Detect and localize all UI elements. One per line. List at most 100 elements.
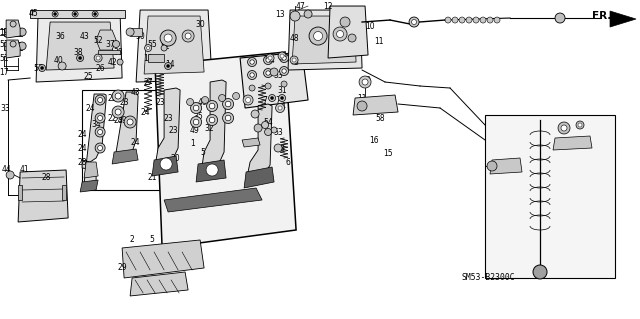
Text: 38: 38 xyxy=(74,48,83,56)
Text: 55: 55 xyxy=(147,40,157,48)
Circle shape xyxy=(280,54,284,58)
Circle shape xyxy=(362,79,368,85)
Circle shape xyxy=(494,17,500,23)
Circle shape xyxy=(124,116,136,128)
Polygon shape xyxy=(98,50,120,54)
Circle shape xyxy=(271,127,277,133)
Circle shape xyxy=(95,95,105,105)
Text: 52: 52 xyxy=(93,35,103,45)
Circle shape xyxy=(98,145,102,151)
Polygon shape xyxy=(18,185,22,200)
Text: 12: 12 xyxy=(323,2,333,11)
Circle shape xyxy=(127,119,133,125)
Text: 8: 8 xyxy=(280,144,284,152)
Circle shape xyxy=(94,54,102,62)
Circle shape xyxy=(164,63,172,70)
Text: 17: 17 xyxy=(0,68,9,77)
Circle shape xyxy=(473,17,479,23)
Circle shape xyxy=(164,34,172,42)
Circle shape xyxy=(112,106,124,118)
Circle shape xyxy=(269,94,276,101)
Polygon shape xyxy=(610,11,636,27)
Text: 11: 11 xyxy=(374,36,384,46)
Text: 24: 24 xyxy=(113,115,123,124)
Text: 3: 3 xyxy=(294,57,298,67)
Circle shape xyxy=(445,17,451,23)
Circle shape xyxy=(193,119,199,125)
Text: 20: 20 xyxy=(170,153,180,162)
Circle shape xyxy=(160,30,176,46)
Circle shape xyxy=(147,47,150,49)
Text: 4: 4 xyxy=(280,101,285,110)
Circle shape xyxy=(115,109,121,115)
Polygon shape xyxy=(240,52,308,108)
Circle shape xyxy=(72,11,78,17)
Text: 26: 26 xyxy=(95,63,105,72)
Text: 18: 18 xyxy=(143,54,153,63)
Circle shape xyxy=(268,56,272,60)
Circle shape xyxy=(117,59,123,65)
Polygon shape xyxy=(96,30,116,50)
Text: 23: 23 xyxy=(156,98,165,107)
Circle shape xyxy=(290,11,300,21)
Circle shape xyxy=(270,68,278,76)
Text: 28: 28 xyxy=(42,174,51,182)
Text: 31: 31 xyxy=(277,85,287,94)
Polygon shape xyxy=(82,90,160,190)
Circle shape xyxy=(161,45,167,51)
Circle shape xyxy=(555,13,565,23)
Text: 21: 21 xyxy=(147,174,157,182)
Text: 43: 43 xyxy=(130,87,140,97)
Text: 46: 46 xyxy=(197,98,207,107)
Circle shape xyxy=(207,115,218,125)
Text: 51: 51 xyxy=(0,54,9,63)
Circle shape xyxy=(10,41,16,47)
Text: 19: 19 xyxy=(0,27,9,37)
Circle shape xyxy=(58,62,66,70)
Polygon shape xyxy=(4,42,22,50)
Polygon shape xyxy=(116,92,138,158)
Circle shape xyxy=(466,17,472,23)
Circle shape xyxy=(309,27,327,45)
Text: 38: 38 xyxy=(113,48,123,56)
Text: 33: 33 xyxy=(0,103,10,113)
Circle shape xyxy=(409,17,419,27)
Circle shape xyxy=(166,64,170,68)
Text: 47: 47 xyxy=(295,2,305,11)
Text: 24: 24 xyxy=(77,144,87,152)
Circle shape xyxy=(243,95,253,105)
Text: 25: 25 xyxy=(83,71,93,80)
Text: 32: 32 xyxy=(204,123,214,132)
Circle shape xyxy=(278,52,286,60)
Polygon shape xyxy=(353,95,398,115)
Circle shape xyxy=(281,81,287,87)
Circle shape xyxy=(219,94,225,101)
Text: 51: 51 xyxy=(0,40,9,48)
Text: 7: 7 xyxy=(276,95,280,105)
Circle shape xyxy=(278,106,282,110)
Text: 23: 23 xyxy=(163,114,173,122)
Text: 5: 5 xyxy=(201,147,205,157)
Circle shape xyxy=(262,122,269,129)
Polygon shape xyxy=(30,10,125,18)
Polygon shape xyxy=(122,240,204,278)
Text: 52: 52 xyxy=(160,41,170,50)
Text: 39: 39 xyxy=(117,115,127,124)
Polygon shape xyxy=(248,104,272,180)
Circle shape xyxy=(113,41,120,48)
Text: 15: 15 xyxy=(383,149,393,158)
Text: 22: 22 xyxy=(108,114,117,122)
Circle shape xyxy=(79,56,82,60)
Text: 9: 9 xyxy=(365,76,371,85)
Text: 16: 16 xyxy=(369,136,379,145)
Circle shape xyxy=(38,64,45,71)
Polygon shape xyxy=(130,28,142,36)
Text: 24: 24 xyxy=(77,130,87,138)
Text: 57: 57 xyxy=(33,63,43,72)
Text: 22: 22 xyxy=(108,93,117,102)
Polygon shape xyxy=(112,149,138,164)
Polygon shape xyxy=(485,115,615,278)
Circle shape xyxy=(412,19,417,25)
Circle shape xyxy=(276,103,285,113)
Text: 58: 58 xyxy=(375,114,385,122)
